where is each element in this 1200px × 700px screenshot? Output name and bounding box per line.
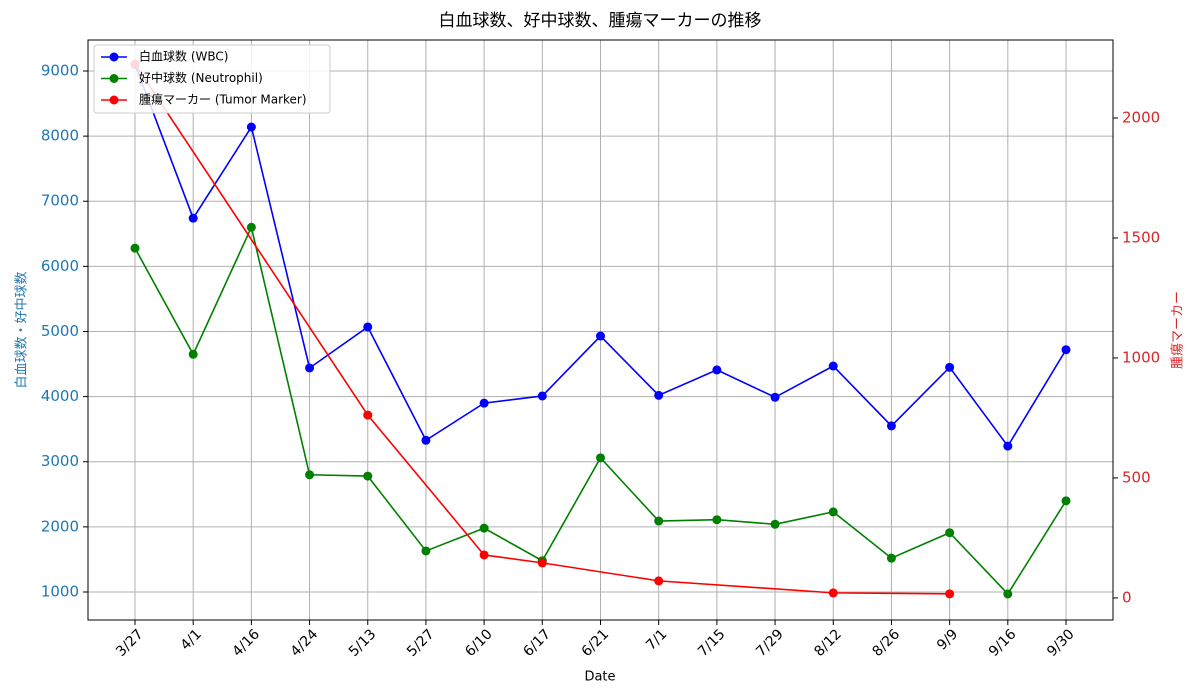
x-tick-label: 3/27 — [113, 626, 147, 660]
point — [886, 553, 896, 563]
point — [828, 361, 838, 371]
x-tick-label: 9/9 — [934, 626, 961, 653]
point — [421, 546, 431, 556]
y2-tick-label: 500 — [1122, 468, 1151, 486]
x-tick-label: 6/10 — [462, 626, 496, 660]
point — [596, 453, 605, 463]
y-tick-label: 7000 — [41, 192, 79, 210]
x-tick-label: 4/16 — [229, 626, 263, 660]
point — [712, 515, 722, 525]
y-tick-label: 5000 — [41, 322, 79, 340]
point — [246, 122, 256, 132]
point — [188, 213, 198, 223]
y-tick-label: 4000 — [41, 387, 79, 405]
x-tick-label: 5/27 — [404, 626, 438, 660]
x-tick-label: 6/17 — [520, 626, 554, 660]
point — [246, 222, 256, 232]
point — [945, 362, 955, 372]
legend-marker — [109, 52, 119, 62]
point — [421, 435, 431, 445]
x-tick-label: 5/13 — [346, 626, 380, 660]
x-tick-label: 9/16 — [986, 626, 1020, 660]
x-tick-label: 6/21 — [579, 626, 613, 660]
x-tick-label: 4/1 — [178, 626, 205, 653]
point — [945, 589, 955, 599]
point — [596, 331, 605, 341]
point — [828, 588, 838, 598]
y2-tick-label: 1500 — [1122, 228, 1160, 246]
point — [479, 398, 489, 408]
y-tick-label: 9000 — [41, 61, 79, 79]
y2-tick-label: 1000 — [1122, 348, 1160, 366]
y-tick-label: 2000 — [41, 517, 79, 535]
y2-tick-label: 2000 — [1122, 108, 1160, 126]
point — [305, 470, 315, 480]
x-tick-label: 8/26 — [870, 626, 904, 660]
point — [188, 349, 198, 359]
point — [770, 392, 780, 402]
point — [537, 391, 547, 401]
x-tick-label: 7/1 — [643, 626, 670, 653]
plot-frame — [87, 39, 1114, 621]
legend-box — [93, 44, 331, 114]
point — [537, 558, 547, 568]
x-tick-label: 7/29 — [753, 626, 787, 660]
point — [363, 322, 373, 332]
point — [945, 528, 955, 538]
x-tick-label: 8/12 — [811, 626, 845, 660]
x-tick-label: 7/15 — [695, 626, 729, 660]
legend-label: 腫瘍マーカー (Tumor Marker) — [139, 92, 307, 107]
point — [1061, 496, 1071, 506]
point — [886, 421, 896, 431]
y-tick-label: 1000 — [41, 582, 79, 600]
point — [130, 243, 140, 253]
y2-axis-title: 腫瘍マーカー — [1170, 291, 1186, 369]
point — [1061, 345, 1071, 355]
legend-label: 好中球数 (Neutrophil) — [139, 70, 263, 85]
y2-tick-label: 0 — [1122, 588, 1132, 606]
point — [479, 523, 489, 533]
point — [770, 519, 780, 529]
legend-marker — [109, 95, 119, 105]
point — [654, 390, 664, 400]
point — [1003, 441, 1013, 451]
x-tick-label: 4/24 — [288, 626, 322, 660]
point — [479, 550, 489, 560]
point — [712, 365, 722, 375]
point — [1003, 589, 1013, 599]
point — [654, 576, 664, 586]
point — [305, 363, 315, 373]
x-tick-label: 9/30 — [1044, 626, 1078, 660]
legend-marker — [109, 74, 119, 83]
point — [363, 410, 373, 420]
y-axis-title: 白血球数・好中球数 — [14, 271, 30, 388]
chart-title: 白血球数、好中球数、腫瘍マーカーの推移 — [439, 11, 762, 31]
legend-label: 白血球数 (WBC) — [139, 49, 228, 64]
point — [363, 471, 373, 481]
x-axis-title: Date — [584, 670, 615, 685]
y-tick-label: 8000 — [41, 127, 79, 145]
y-tick-label: 3000 — [41, 452, 79, 470]
point — [654, 516, 664, 526]
y-tick-label: 6000 — [41, 257, 79, 275]
point — [828, 507, 838, 517]
